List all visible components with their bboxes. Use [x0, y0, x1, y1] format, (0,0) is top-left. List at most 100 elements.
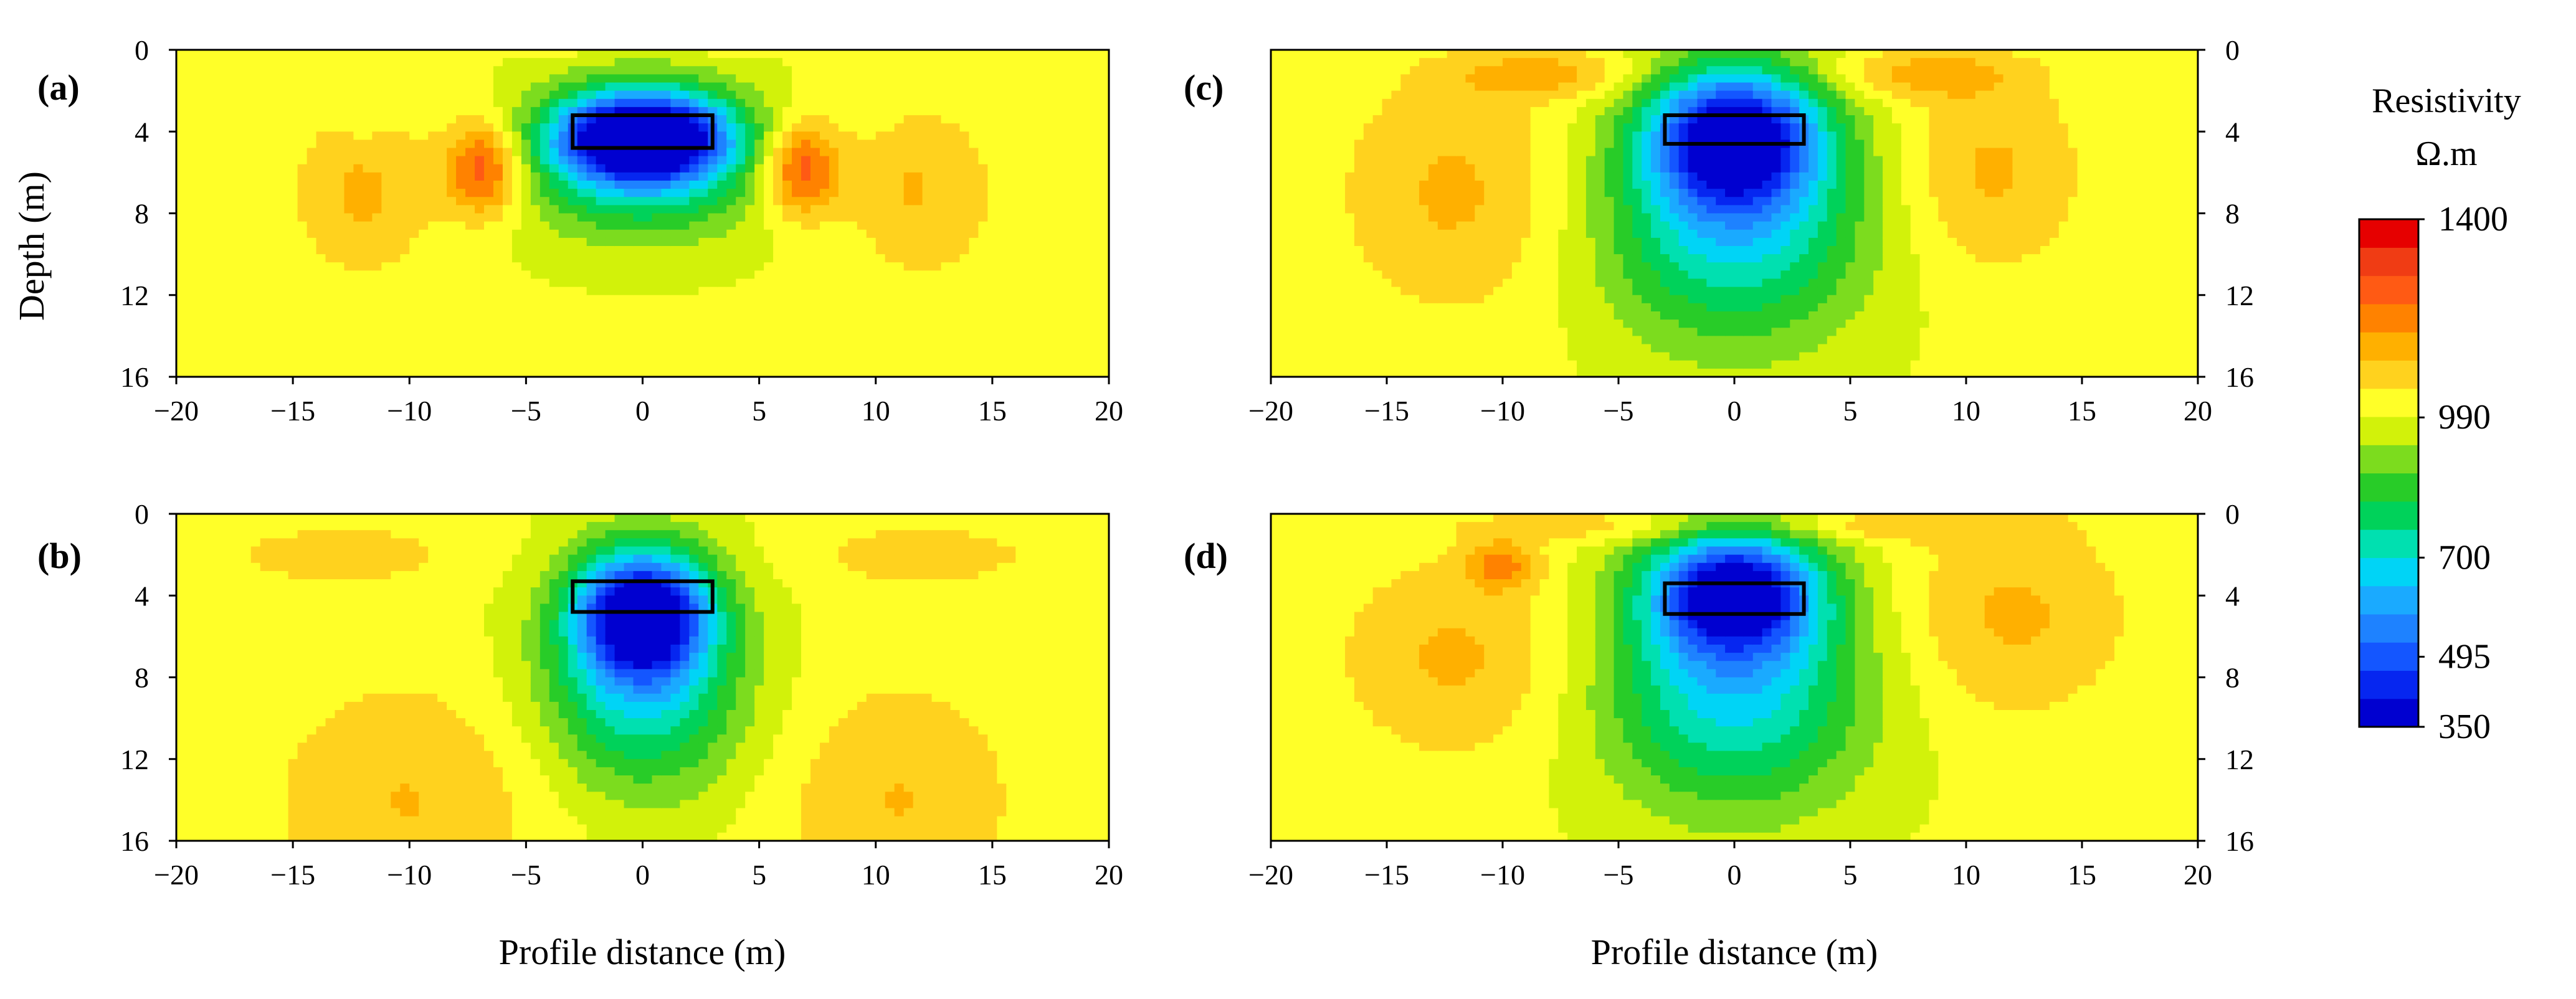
heatmap-cell — [325, 368, 336, 377]
heatmap-cell — [950, 270, 961, 280]
heatmap-cell — [400, 278, 410, 288]
heatmap-cell — [325, 636, 336, 645]
heatmap-cell — [969, 58, 979, 67]
heatmap-cell — [969, 352, 979, 361]
heatmap-cell — [913, 164, 923, 173]
heatmap-cell — [456, 205, 466, 214]
heatmap-cell — [539, 66, 550, 75]
heatmap-cell — [810, 328, 820, 336]
heatmap-cell — [913, 262, 923, 271]
heatmap-cell — [885, 320, 895, 328]
heatmap-cell — [773, 66, 783, 75]
heatmap-cell — [1062, 50, 1072, 59]
heatmap-cell — [307, 604, 317, 613]
heatmap-cell — [913, 90, 923, 100]
heatmap-cell — [698, 295, 708, 304]
heatmap-cell — [204, 311, 214, 320]
heatmap-cell — [484, 229, 494, 239]
heatmap-cell — [941, 237, 951, 247]
heatmap-cell — [652, 115, 662, 124]
heatmap-cell — [222, 197, 233, 206]
heatmap-cell — [894, 368, 905, 377]
heatmap-cell — [530, 360, 541, 369]
heatmap-cell — [931, 278, 942, 288]
heatmap-cell — [959, 320, 970, 328]
heatmap-cell — [316, 832, 326, 841]
heatmap-cell — [1025, 237, 1035, 247]
heatmap-cell — [325, 286, 336, 296]
heatmap-cell — [689, 74, 699, 83]
heatmap-cell — [269, 514, 280, 523]
heatmap-cell — [810, 66, 820, 75]
heatmap-cell — [250, 320, 261, 328]
heatmap-cell — [278, 74, 289, 83]
heatmap-cell — [586, 320, 597, 328]
heatmap-cell — [194, 742, 205, 752]
heatmap-cell — [269, 336, 280, 345]
heatmap-cell — [222, 328, 233, 336]
heatmap-cell — [372, 352, 382, 361]
heatmap-cell — [194, 246, 205, 255]
heatmap-cell — [1072, 90, 1081, 100]
heatmap-cell — [372, 710, 382, 719]
heatmap-cell — [213, 530, 224, 539]
heatmap-cell — [614, 237, 625, 247]
heatmap-cell — [941, 140, 951, 149]
heatmap-cell — [419, 295, 429, 304]
heatmap-cell — [222, 156, 233, 165]
heatmap-cell — [250, 156, 261, 165]
heatmap-cell — [176, 140, 186, 149]
heatmap-cell — [736, 320, 746, 328]
heatmap-cell — [558, 148, 569, 157]
heatmap-cell — [652, 172, 662, 181]
heatmap-cell — [297, 620, 308, 629]
heatmap-cell — [222, 808, 233, 817]
heatmap-cell — [922, 320, 933, 328]
heatmap-cell — [997, 82, 1007, 92]
heatmap-cell — [1062, 197, 1072, 206]
heatmap-cell — [754, 336, 764, 345]
heatmap-cell — [437, 237, 447, 247]
heatmap-cell — [297, 718, 308, 727]
heatmap-cell — [484, 320, 494, 328]
heatmap-cell — [325, 604, 336, 613]
heatmap-cell — [717, 286, 727, 296]
heatmap-cell — [381, 328, 391, 336]
heatmap-cell — [391, 213, 401, 222]
heatmap-cell — [278, 295, 289, 304]
heatmap-cell — [717, 278, 727, 288]
heatmap-cell — [288, 750, 298, 760]
heatmap-cell — [185, 514, 196, 523]
heatmap-cell — [353, 824, 363, 833]
x-axis-a: −20 −15 −10 −5 0 5 10 15 20 — [154, 377, 1123, 427]
heatmap-cell — [363, 530, 373, 539]
heatmap-cell — [698, 90, 708, 100]
heatmap-cell — [465, 270, 475, 280]
heatmap-cell — [307, 701, 317, 711]
heatmap-cell — [204, 546, 214, 556]
heatmap-cell — [1043, 320, 1053, 328]
heatmap-cell — [363, 246, 373, 255]
heatmap-cell — [866, 131, 877, 140]
heatmap-cell — [288, 229, 298, 239]
heatmap-cell — [801, 107, 811, 116]
heatmap-cell — [204, 123, 214, 132]
heatmap-cell — [885, 270, 895, 280]
heatmap-cell — [1034, 221, 1044, 230]
heatmap-cell — [689, 98, 699, 108]
heatmap-cell — [344, 612, 354, 621]
heatmap-cell — [260, 816, 270, 825]
heatmap-cell — [605, 90, 615, 100]
heatmap-cell — [754, 82, 764, 92]
heatmap-cell — [782, 295, 792, 304]
heatmap-cell — [987, 189, 997, 197]
heatmap-cell — [204, 98, 214, 108]
heatmap-cell — [1025, 205, 1035, 214]
heatmap-cell — [941, 131, 951, 140]
heatmap-cell — [670, 58, 680, 67]
heatmap-cell — [241, 653, 252, 661]
heatmap-cell — [847, 246, 858, 255]
heatmap-cell — [176, 189, 186, 197]
heatmap-cell — [241, 628, 252, 637]
heatmap-cell — [297, 816, 308, 825]
